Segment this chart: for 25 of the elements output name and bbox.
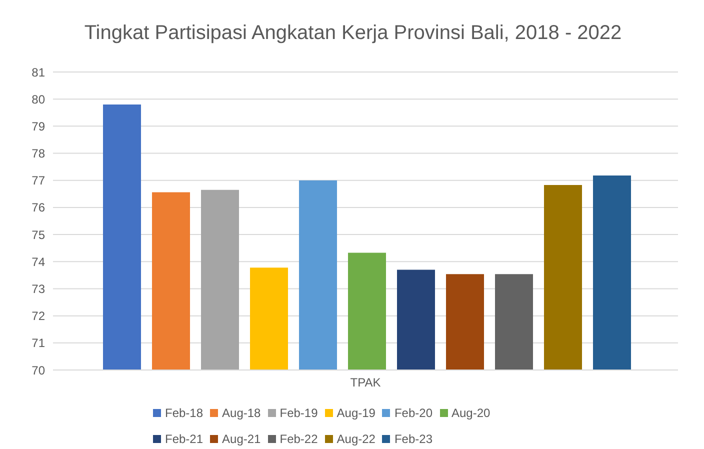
y-tick-label: 71	[32, 336, 46, 350]
legend-label: Aug-20	[450, 405, 490, 422]
legend-label: Feb-22	[278, 431, 318, 448]
y-tick-label: 78	[32, 146, 46, 161]
legend-label: Aug-22	[336, 431, 376, 448]
legend-label: Feb-18	[164, 405, 204, 422]
legend-label: Aug-19	[336, 405, 376, 422]
x-tick-label: TPAK	[350, 376, 381, 390]
y-tick-label: 76	[32, 200, 46, 215]
legend-label: Feb-20	[393, 405, 432, 422]
y-tick-label: 79	[32, 119, 46, 134]
y-tick-label: 80	[32, 92, 46, 106]
y-tick-label: 70	[32, 363, 46, 378]
legend-label: Aug-18	[221, 405, 261, 422]
legend-label: Aug-21	[221, 431, 261, 448]
y-tick-label: 81	[32, 65, 46, 80]
legend-label: Feb-21	[164, 431, 204, 448]
y-tick-label: 74	[32, 254, 46, 269]
chart-title: Tingkat Partisipasi Angkatan Kerja Provinsi Bali, 2018 - 2022	[83, 21, 623, 46]
legend-label: Feb-19	[278, 405, 318, 422]
y-tick-label: 75	[32, 228, 46, 242]
y-tick-label: 73	[32, 282, 46, 296]
y-tick-label: 77	[32, 174, 46, 188]
legend-label: Feb-23	[393, 431, 432, 448]
y-tick-label: 72	[32, 309, 46, 324]
